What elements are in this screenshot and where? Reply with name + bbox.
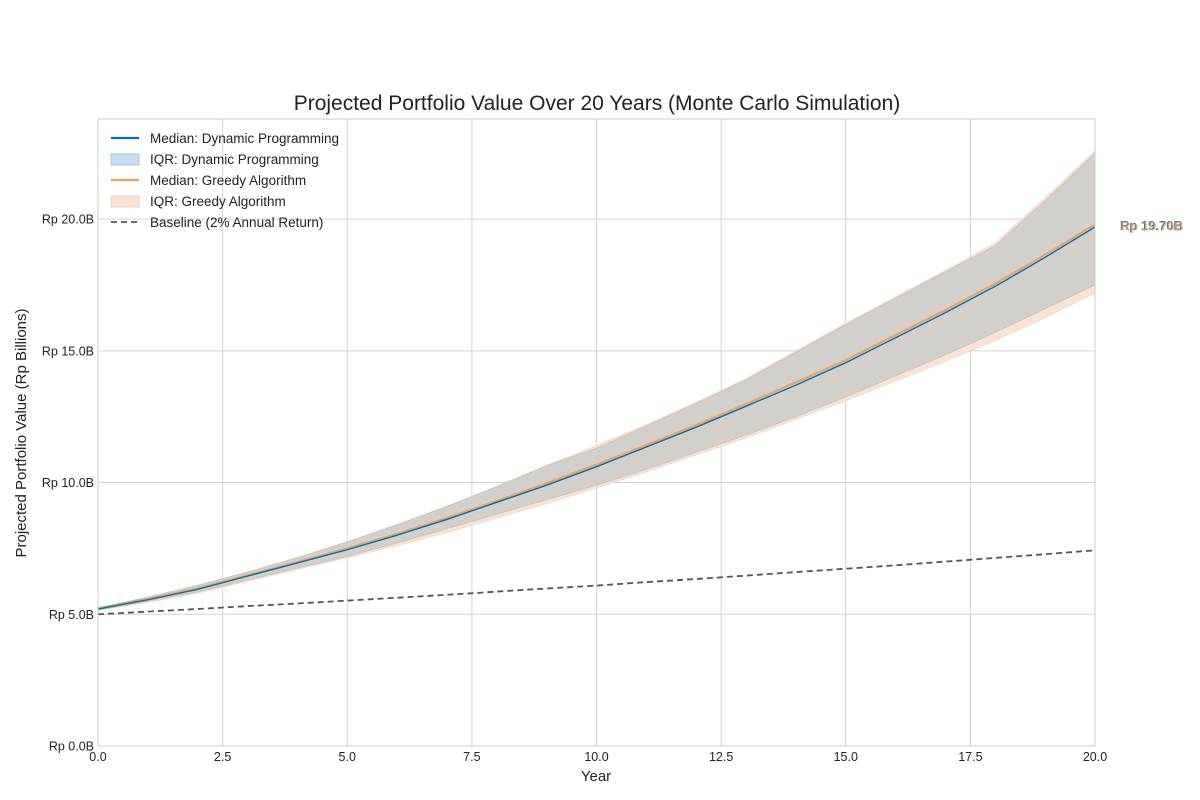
x-tick-label: 12.5 [709, 750, 733, 764]
tick-labels: 0.0 2.5 5.0 7.5 10.0 12.5 15.0 17.5 20.0 Rp 0.0B R… [42, 213, 1107, 764]
x-tick-label: 10.0 [584, 750, 608, 764]
legend-label: Median: Greedy Algorithm [150, 173, 306, 188]
x-tick-label: 0.0 [89, 750, 106, 764]
chart-title: Projected Portfolio Value Over 20 Years … [294, 92, 901, 115]
legend-swatch [110, 153, 140, 166]
legend-label: IQR: Greedy Algorithm [150, 194, 286, 209]
x-tick-label: 5.0 [339, 750, 356, 764]
y-tick-label: Rp 0.0B [49, 740, 94, 754]
x-tick-label: 15.0 [834, 750, 858, 764]
baseline-line [97, 549, 1096, 616]
x-tick-label: 20.0 [1083, 750, 1107, 764]
end-value-label: Rp 19.70B [1121, 219, 1184, 234]
plot-frame [97, 118, 1096, 747]
y-tick-label: Rp 20.0B [42, 213, 94, 227]
y-tick-label: Rp 10.0B [42, 476, 94, 490]
x-tick-label: 17.5 [958, 750, 982, 764]
y-tick-label: Rp 15.0B [42, 344, 94, 358]
y-tick-label: Rp 5.0B [49, 608, 94, 622]
legend-label: Baseline (2% Annual Return) [150, 215, 323, 230]
end-value-label: Rp 19.70B [1120, 218, 1183, 233]
y-axis-label: Projected Portfolio Value (Rp Billions) [13, 308, 30, 557]
x-tick-label: 2.5 [214, 750, 231, 764]
median-greedy-line [97, 223, 1096, 610]
x-tick-label: 7.5 [463, 750, 480, 764]
legend-label: Median: Dynamic Programming [150, 131, 339, 146]
x-axis-label: Year [581, 768, 611, 785]
median-dynamic-programming-line [97, 226, 1096, 610]
axes [97, 118, 1096, 747]
legend: Median: Dynamic Programming IQR: Dynamic … [110, 131, 339, 230]
legend-swatch [110, 195, 140, 208]
legend-label: IQR: Dynamic Programming [150, 152, 319, 167]
series-lines [97, 223, 1096, 616]
